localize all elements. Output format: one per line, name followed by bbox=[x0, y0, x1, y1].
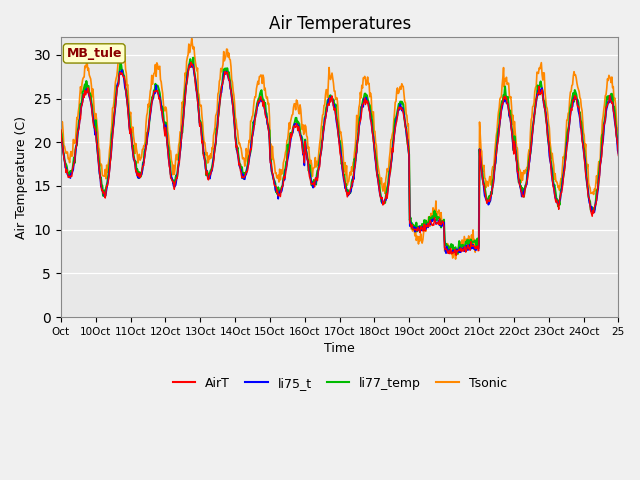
Text: MB_tule: MB_tule bbox=[67, 47, 122, 60]
Title: Air Temperatures: Air Temperatures bbox=[269, 15, 411, 33]
Y-axis label: Air Temperature (C): Air Temperature (C) bbox=[15, 116, 28, 239]
Legend: AirT, li75_t, li77_temp, Tsonic: AirT, li75_t, li77_temp, Tsonic bbox=[168, 372, 511, 395]
X-axis label: Time: Time bbox=[324, 342, 355, 356]
